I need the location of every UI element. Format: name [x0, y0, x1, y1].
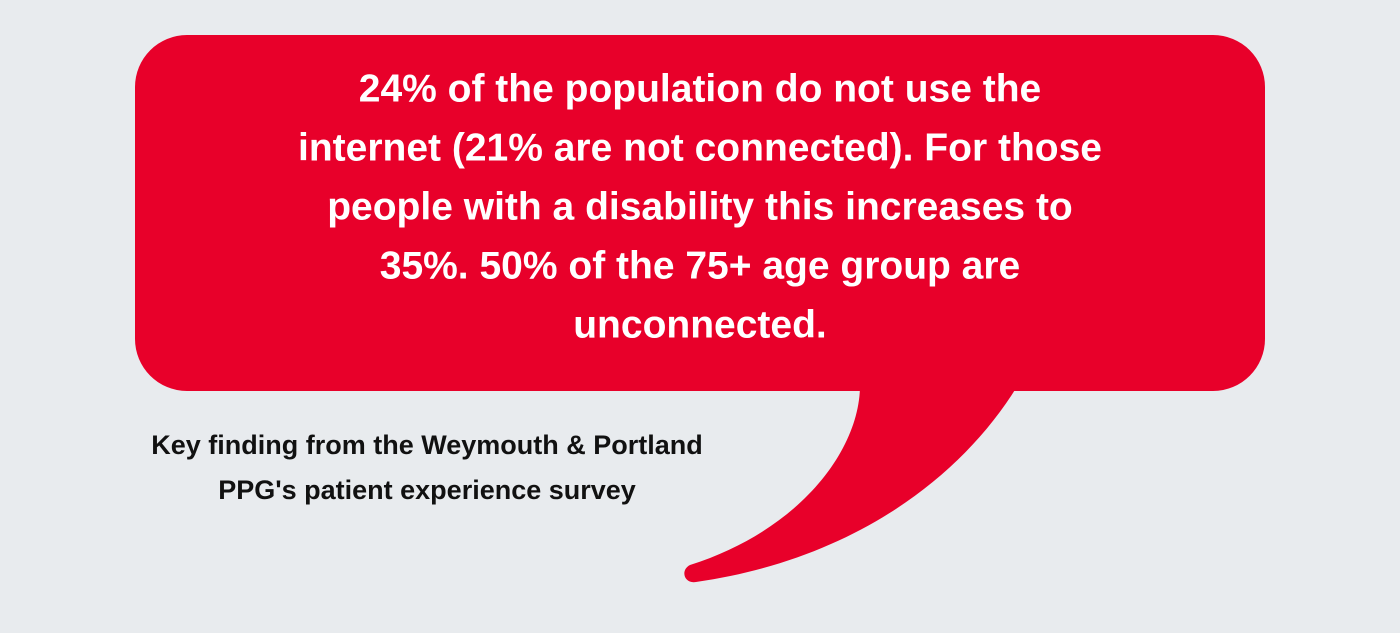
bubble-line: people with a disability this increases … [327, 185, 1073, 228]
bubble-tail [684, 385, 1018, 583]
bubble-line: 24% of the population do not use the [359, 67, 1041, 110]
bubble-line: internet (21% are not connected). For th… [298, 126, 1102, 169]
caption-line: PPG's patient experience survey [218, 475, 636, 505]
bubble-line: 35%. 50% of the 75+ age group are [380, 244, 1021, 287]
bubble-text: 24% of the population do not use the inte… [298, 67, 1102, 346]
speech-bubble [135, 35, 1265, 583]
caption-line: Key finding from the Weymouth & Portland [151, 430, 703, 460]
bubble-body [135, 35, 1265, 391]
caption: Key finding from the Weymouth & Portland… [151, 430, 703, 505]
bubble-line: unconnected. [573, 303, 827, 346]
